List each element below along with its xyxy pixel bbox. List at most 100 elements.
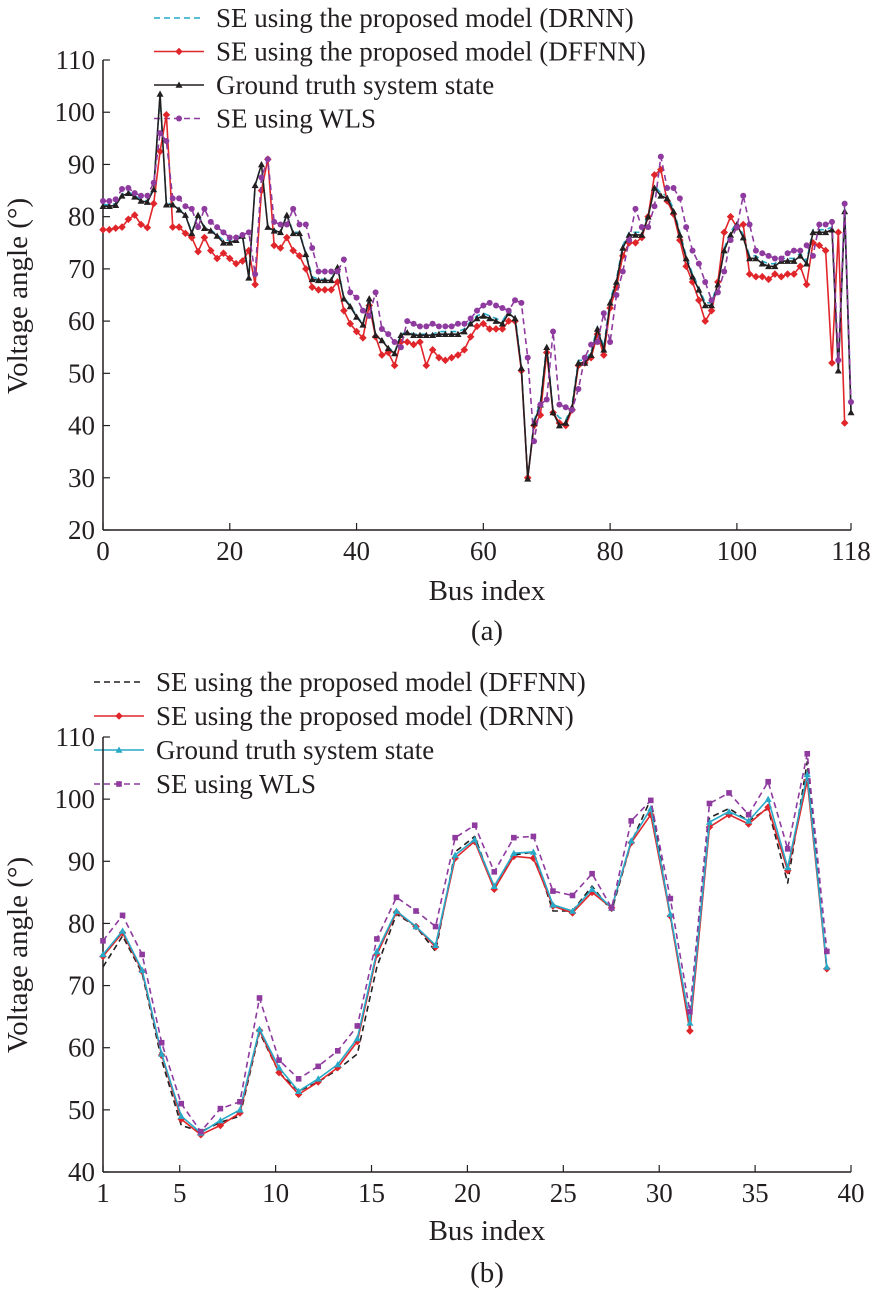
data-point [315, 268, 322, 275]
y-tick-label: 100 [55, 97, 96, 127]
data-point [162, 201, 170, 208]
data-point [289, 229, 297, 237]
data-point [352, 327, 361, 336]
data-point [511, 315, 519, 322]
data-point [366, 312, 373, 319]
data-point [276, 228, 284, 236]
data-point [498, 320, 506, 327]
data-point [683, 224, 690, 231]
data-point [550, 888, 556, 894]
data-point [334, 1048, 341, 1054]
data-point [686, 1027, 694, 1035]
data-point [112, 201, 120, 208]
data-point [252, 271, 259, 278]
data-point [416, 323, 423, 330]
data-point [524, 354, 531, 361]
data-point [308, 275, 316, 283]
data-point [412, 923, 420, 930]
data-point [138, 966, 146, 973]
data-point [815, 241, 824, 250]
data-point [676, 231, 684, 238]
data-point [841, 200, 848, 207]
data-point [759, 250, 766, 257]
data-point [701, 317, 710, 325]
data-point [606, 299, 614, 306]
data-point [264, 223, 272, 230]
data-point [397, 331, 405, 339]
legend-marker [115, 712, 123, 720]
data-point [702, 278, 709, 285]
data-point [739, 220, 748, 229]
data-point [416, 338, 424, 346]
data-point [627, 837, 635, 844]
data-point [689, 273, 697, 280]
data-point [149, 199, 158, 208]
data-point [657, 192, 665, 199]
data-point [137, 197, 145, 204]
data-point [687, 1008, 693, 1015]
data-point [169, 201, 177, 208]
data-point [119, 185, 126, 192]
data-point [333, 278, 342, 286]
x-tick-label: 25 [550, 1178, 577, 1208]
data-point [499, 305, 506, 312]
data-point [256, 1025, 264, 1032]
data-point [480, 302, 487, 309]
data-point [796, 262, 805, 271]
data-point [251, 280, 259, 289]
data-point [752, 272, 760, 281]
data-point [647, 797, 654, 804]
data-point [125, 184, 132, 191]
data-point [809, 252, 816, 259]
x-tick-label: 20 [454, 1178, 481, 1208]
x-axis-title-a: Bus index [429, 575, 546, 607]
data-point [556, 401, 563, 408]
data-point [404, 318, 411, 325]
data-point [695, 286, 703, 293]
data-point [327, 285, 336, 294]
data-point [804, 750, 811, 757]
data-point [549, 409, 557, 416]
data-point [429, 331, 437, 339]
data-point [346, 319, 355, 328]
data-point [517, 364, 525, 371]
legend-label: SE using WLS [216, 104, 376, 134]
y-tick-label: 30 [68, 463, 95, 493]
series-2 [99, 90, 855, 482]
data-point [207, 218, 214, 225]
data-point [505, 307, 512, 314]
legend-b: SE using the proposed model (DFFNN) SE us… [94, 667, 586, 799]
data-point [451, 851, 459, 858]
data-point [531, 438, 538, 445]
data-point [490, 882, 498, 889]
data-point [705, 818, 713, 825]
data-point [359, 321, 367, 328]
data-point [131, 193, 139, 200]
data-point [461, 320, 468, 327]
data-point [100, 938, 106, 944]
data-point [530, 419, 538, 426]
y-tick-label: 110 [56, 45, 96, 75]
x-tick-label: 15 [358, 1178, 385, 1208]
series-3 [100, 750, 830, 1135]
data-point [175, 223, 183, 231]
data-point [740, 192, 747, 199]
y-tick-label: 90 [68, 846, 95, 876]
data-point [504, 317, 513, 325]
data-point [256, 995, 263, 1001]
data-point [441, 330, 449, 337]
data-point [385, 331, 392, 338]
data-point [392, 907, 400, 914]
data-point [848, 399, 854, 406]
data-point [631, 231, 639, 238]
data-point [771, 262, 779, 270]
data-point [594, 339, 601, 345]
data-point [347, 289, 354, 296]
data-point [157, 130, 164, 137]
data-point [644, 213, 652, 220]
data-point [327, 276, 335, 284]
data-point [195, 224, 202, 231]
y-tick-label: 90 [68, 149, 95, 179]
data-point [588, 885, 596, 893]
data-point [695, 260, 702, 267]
